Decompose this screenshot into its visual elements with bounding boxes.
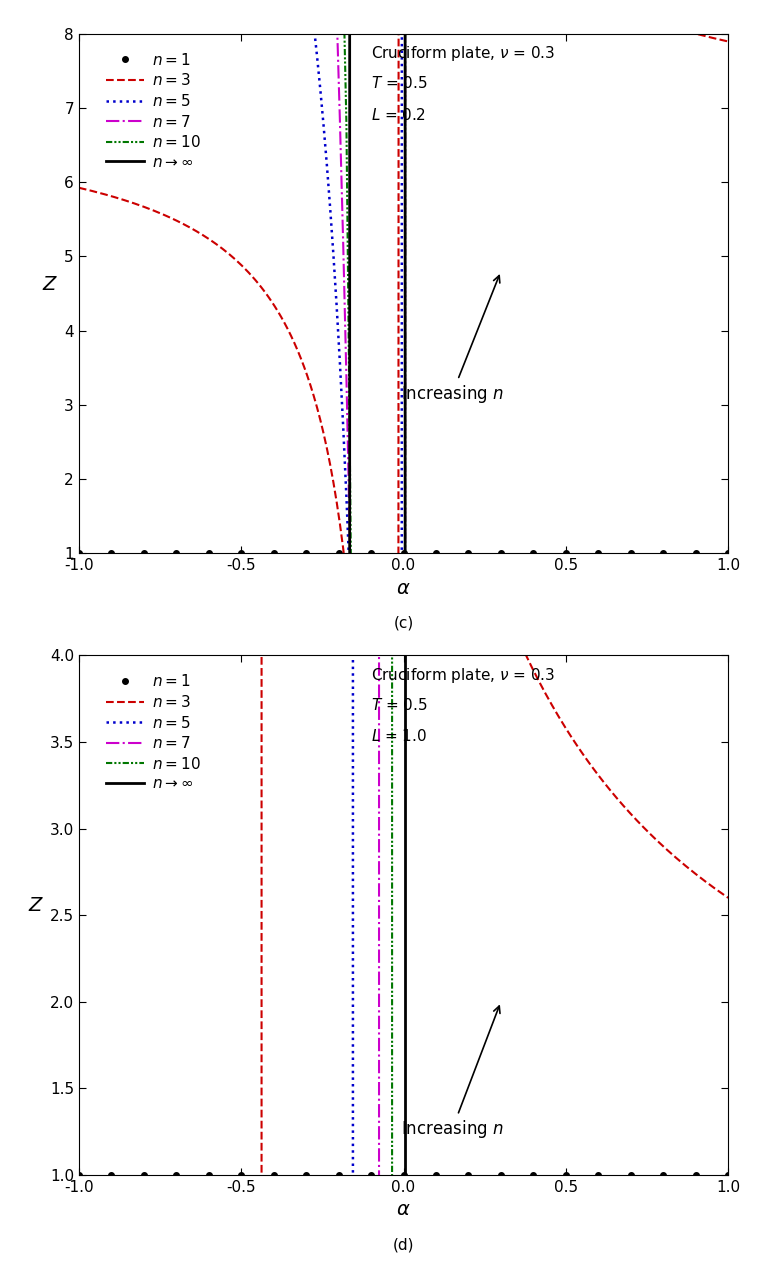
Text: Increasing $n$: Increasing $n$ (401, 1007, 504, 1140)
$n = 1$ (691, 1167, 700, 1182)
$n = 3$ (674, 853, 684, 868)
$n = 1$ (723, 1167, 733, 1182)
$n = 3$ (697, 872, 707, 887)
$n = 1$ (107, 545, 116, 561)
$n = 1$ (204, 1167, 214, 1182)
Line: $n = 7$: $n = 7$ (79, 0, 728, 1271)
$n = 1$ (594, 1167, 603, 1182)
$n = 3$ (257, 578, 266, 594)
$n = 1$ (464, 545, 473, 561)
$n = 1$ (723, 545, 733, 561)
$n = 3$ (674, 22, 684, 37)
Line: $n = 1$: $n = 1$ (76, 1172, 731, 1178)
Line: $n = 10$: $n = 10$ (79, 0, 728, 1271)
$n = 1$ (334, 545, 343, 561)
$n = 10$ (697, 578, 707, 594)
$n = 10$ (388, 578, 397, 594)
$n = 3$ (101, 187, 110, 202)
$n = 1$ (464, 1167, 473, 1182)
$n = 1$ (302, 545, 311, 561)
$n = 10$ (723, 578, 733, 594)
Y-axis label: $Z$: $Z$ (28, 896, 44, 915)
$n = 1$ (74, 1167, 84, 1182)
Y-axis label: $Z$: $Z$ (42, 275, 58, 294)
$n = 1$ (74, 545, 84, 561)
$n \rightarrow \infty$ (723, 578, 733, 594)
Line: $n \rightarrow \infty$: $n \rightarrow \infty$ (79, 586, 728, 1271)
$n = 3$ (114, 191, 123, 206)
$n = 1$ (139, 1167, 148, 1182)
$n = 1$ (399, 545, 408, 561)
Line: $n = 5$: $n = 5$ (79, 0, 728, 1271)
Text: Increasing $n$: Increasing $n$ (401, 276, 504, 405)
$n = 1$ (334, 1167, 343, 1182)
Line: $n = 1$: $n = 1$ (76, 550, 731, 555)
$n = 5$ (697, 578, 707, 594)
$n = 1$ (399, 1167, 408, 1182)
$n \rightarrow \infty$ (697, 578, 707, 594)
$n = 3$ (247, 268, 257, 283)
$n = 1$ (302, 1167, 311, 1182)
$n = 1$ (496, 545, 505, 561)
$n = 3$ (195, 225, 204, 240)
$n = 1$ (366, 545, 376, 561)
Line: $n = 3$: $n = 3$ (79, 586, 728, 1271)
Text: $T$ = 0.5: $T$ = 0.5 (371, 75, 428, 92)
Text: $L$ = 1.0: $L$ = 1.0 (371, 728, 427, 744)
Text: $T$ = 0.5: $T$ = 0.5 (371, 697, 428, 713)
Line: $n \rightarrow \infty$: $n \rightarrow \infty$ (79, 0, 728, 1271)
$n = 3$ (74, 180, 84, 196)
$n = 7$ (723, 578, 733, 594)
$n = 1$ (432, 1167, 441, 1182)
$n = 7$ (375, 578, 384, 594)
$n = 1$ (659, 545, 668, 561)
$n = 1$ (659, 1167, 668, 1182)
$n = 1$ (496, 1167, 505, 1182)
$n = 1$ (366, 1167, 376, 1182)
$n = 1$ (561, 545, 571, 561)
$n = 1$ (528, 1167, 538, 1182)
$n = 1$ (269, 1167, 278, 1182)
$n = 1$ (691, 545, 700, 561)
Line: $n = 10$: $n = 10$ (79, 586, 728, 1271)
$n = 1$ (561, 1167, 571, 1182)
$n \rightarrow \infty$ (401, 578, 410, 594)
X-axis label: $\alpha$: $\alpha$ (396, 1200, 411, 1219)
$n = 1$ (626, 1167, 635, 1182)
$n = 1$ (432, 545, 441, 561)
Text: (c): (c) (393, 615, 414, 630)
$n = 3$ (723, 34, 733, 50)
Text: (d): (d) (392, 1237, 414, 1252)
$n = 1$ (626, 545, 635, 561)
$n = 1$ (594, 545, 603, 561)
$n = 7$ (697, 578, 707, 594)
$n = 3$ (697, 28, 707, 43)
$n = 1$ (139, 545, 148, 561)
$n = 5$ (349, 578, 358, 594)
$n = 1$ (171, 1167, 180, 1182)
$n = 7$ (674, 578, 684, 594)
$n = 1$ (528, 545, 538, 561)
Text: Cruciform plate, $\nu$ = 0.3: Cruciform plate, $\nu$ = 0.3 (371, 666, 555, 685)
X-axis label: $\alpha$: $\alpha$ (396, 578, 411, 597)
Line: $n = 7$: $n = 7$ (79, 586, 728, 1271)
$n = 5$ (723, 578, 733, 594)
$n = 1$ (204, 545, 214, 561)
$n = 5$ (674, 578, 684, 594)
$n = 1$ (269, 545, 278, 561)
Legend: $n = 1$, $n = 3$, $n = 5$, $n = 7$, $n = 10$, $n \rightarrow \infty$: $n = 1$, $n = 3$, $n = 5$, $n = 7$, $n =… (106, 674, 200, 792)
$n = 1$ (237, 545, 246, 561)
Text: Cruciform plate, $\nu$ = 0.3: Cruciform plate, $\nu$ = 0.3 (371, 44, 555, 64)
Text: $L$ = 0.2: $L$ = 0.2 (371, 107, 425, 122)
$n = 1$ (171, 545, 180, 561)
Legend: $n = 1$, $n = 3$, $n = 5$, $n = 7$, $n = 10$, $n \rightarrow \infty$: $n = 1$, $n = 3$, $n = 5$, $n = 7$, $n =… (106, 52, 200, 170)
$n \rightarrow \infty$ (674, 578, 684, 594)
Line: $n = 5$: $n = 5$ (79, 586, 728, 1271)
$n = 1$ (107, 1167, 116, 1182)
Line: $n = 3$: $n = 3$ (79, 0, 728, 1271)
$n = 3$ (723, 890, 733, 905)
$n = 1$ (237, 1167, 246, 1182)
$n = 10$ (674, 578, 684, 594)
